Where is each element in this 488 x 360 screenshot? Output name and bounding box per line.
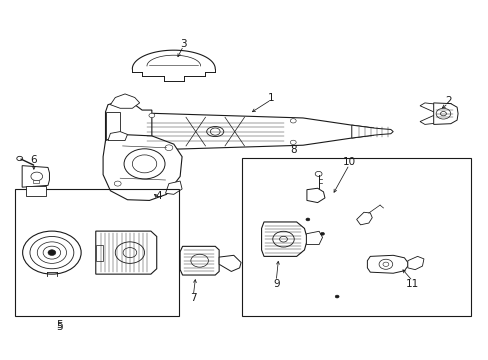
Text: 11: 11 [405,279,419,289]
Polygon shape [419,116,440,125]
Circle shape [132,155,157,173]
Circle shape [48,250,56,256]
Polygon shape [105,112,120,151]
Polygon shape [165,181,182,194]
Text: 1: 1 [267,93,274,103]
Circle shape [149,145,155,150]
Circle shape [378,259,392,269]
Text: 3: 3 [180,39,186,49]
Circle shape [272,231,294,247]
Circle shape [149,113,155,118]
Polygon shape [108,132,127,140]
Circle shape [440,112,446,116]
Polygon shape [351,125,392,138]
Text: 6: 6 [30,155,37,165]
Bar [96,245,103,261]
Polygon shape [219,255,241,271]
Circle shape [290,140,296,144]
Circle shape [305,218,309,221]
Polygon shape [419,103,440,112]
Polygon shape [261,222,306,256]
Polygon shape [356,212,371,225]
Circle shape [320,232,324,235]
Text: 10: 10 [342,157,355,167]
Circle shape [315,171,322,176]
Text: 2: 2 [444,96,451,106]
Polygon shape [96,231,157,274]
Circle shape [435,108,450,119]
Bar [33,180,39,183]
Polygon shape [407,256,423,270]
Circle shape [382,262,388,266]
Text: 7: 7 [190,293,196,303]
Text: 5: 5 [56,320,62,330]
Circle shape [43,246,61,259]
Polygon shape [366,255,407,273]
Circle shape [17,156,22,161]
Circle shape [31,172,42,181]
Circle shape [124,149,164,179]
Text: 9: 9 [272,279,279,289]
Polygon shape [103,134,182,201]
Circle shape [334,295,338,298]
Circle shape [37,242,66,264]
Polygon shape [110,94,140,108]
Bar [26,186,45,196]
Polygon shape [105,101,152,162]
Polygon shape [306,231,322,244]
Polygon shape [306,188,325,203]
Bar [15,189,178,316]
Polygon shape [22,166,49,187]
Circle shape [164,145,172,150]
Circle shape [22,231,81,274]
Text: 8: 8 [289,144,296,154]
Circle shape [115,242,144,264]
Text: 4: 4 [156,191,162,201]
Circle shape [210,128,220,135]
Ellipse shape [206,127,224,136]
Polygon shape [105,112,373,151]
Polygon shape [180,246,219,275]
Text: 5: 5 [56,322,62,332]
Circle shape [279,236,287,242]
Polygon shape [433,103,457,125]
Bar [242,158,470,316]
Circle shape [290,119,296,123]
Circle shape [30,237,74,269]
Circle shape [123,248,137,258]
Polygon shape [110,155,140,169]
Circle shape [190,254,208,267]
Circle shape [114,181,121,186]
